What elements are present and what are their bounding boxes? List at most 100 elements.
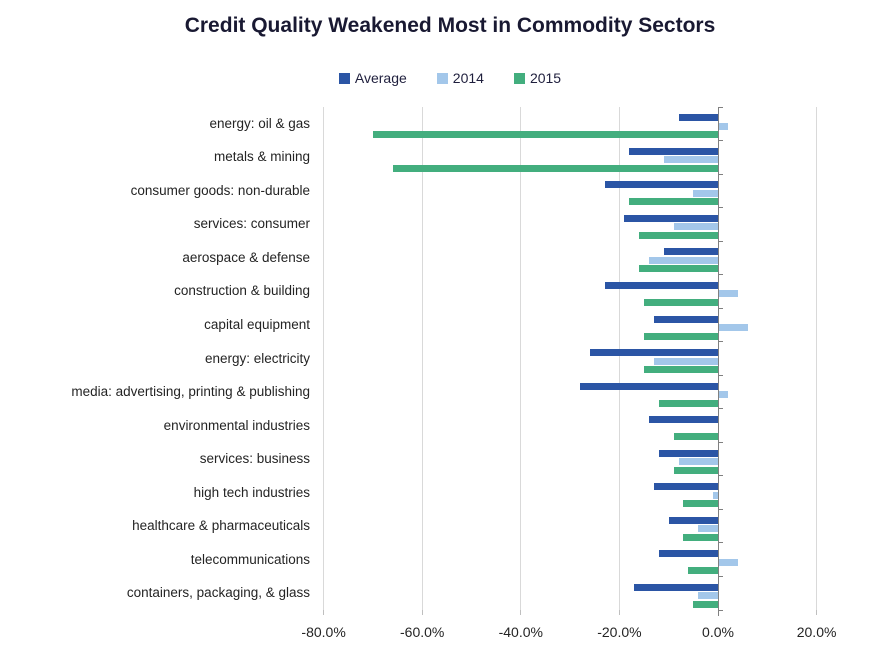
x-axis-tick-label: -60.0% xyxy=(400,624,445,640)
bar-2014-1 xyxy=(663,156,718,164)
category-label: energy: oil & gas xyxy=(209,115,310,131)
bar-2015-9 xyxy=(673,433,718,441)
category-axis-tick xyxy=(718,106,723,108)
x-axis-tick xyxy=(421,610,423,615)
bar-average-1 xyxy=(629,147,718,155)
category-axis-tick xyxy=(718,240,723,242)
legend-item-2014: 2014 xyxy=(436,70,484,86)
category-label: containers, packaging, & glass xyxy=(126,585,310,601)
bar-2014-12 xyxy=(698,525,718,533)
category-label: metals & mining xyxy=(213,149,310,165)
category-label: services: business xyxy=(199,451,310,467)
bar-2015-14 xyxy=(693,600,718,608)
x-axis-tick xyxy=(816,610,818,615)
bar-2014-5 xyxy=(718,290,739,298)
bar-2015-12 xyxy=(683,533,718,541)
bar-2014-11 xyxy=(713,491,718,499)
bar-2015-4 xyxy=(639,265,718,273)
bar-average-4 xyxy=(663,248,718,256)
bar-2014-14 xyxy=(698,592,718,600)
bar-2014-0 xyxy=(718,122,729,130)
category-axis-tick xyxy=(718,609,723,611)
x-axis-tick xyxy=(520,610,522,615)
legend-label: 2014 xyxy=(452,70,484,86)
bar-average-12 xyxy=(668,516,718,524)
legend-label: Average xyxy=(354,70,407,86)
bar-2015-6 xyxy=(644,332,718,340)
bar-2014-2 xyxy=(693,189,718,197)
chart-title: Credit Quality Weakened Most in Commodit… xyxy=(184,14,716,37)
category-label: environmental industries xyxy=(163,417,310,433)
bar-2015-3 xyxy=(639,231,718,239)
category-axis-tick xyxy=(718,408,723,410)
category-axis-tick xyxy=(718,441,723,443)
bar-2014-6 xyxy=(718,324,749,331)
bar-2015-5 xyxy=(644,298,718,306)
bar-2015-13 xyxy=(688,567,718,575)
bar-average-11 xyxy=(653,483,718,491)
bar-average-5 xyxy=(604,281,718,289)
legend-item-average: Average xyxy=(338,70,407,86)
bar-2015-8 xyxy=(658,399,718,407)
bar-2015-10 xyxy=(673,466,718,474)
x-axis-tick-label: -20.0% xyxy=(597,624,642,640)
category-axis-tick xyxy=(718,307,723,309)
category-label: aerospace & defense xyxy=(182,249,310,265)
bar-2015-11 xyxy=(683,500,718,508)
bar-average-9 xyxy=(648,416,718,424)
category-axis-tick xyxy=(718,475,723,477)
x-axis-tick xyxy=(618,610,620,615)
bar-2015-0 xyxy=(372,131,718,139)
bar-2014-3 xyxy=(673,223,718,231)
legend-label: 2015 xyxy=(529,70,562,86)
gridline xyxy=(816,107,818,610)
bar-average-6 xyxy=(653,315,718,323)
category-label: healthcare & pharmaceuticals xyxy=(132,518,310,534)
category-label: media: advertising, printing & publishin… xyxy=(71,384,310,400)
category-axis-tick xyxy=(718,542,723,544)
zero-axis-line xyxy=(717,107,719,616)
bar-average-2 xyxy=(604,181,718,189)
x-axis-tick-label: -80.0% xyxy=(301,624,346,640)
legend-item-2015: 2015 xyxy=(513,70,562,86)
category-label: high tech industries xyxy=(193,484,310,500)
x-axis-tick-label: -40.0% xyxy=(498,624,543,640)
x-axis-tick-label: 0.0% xyxy=(702,624,734,640)
category-label: construction & building xyxy=(174,283,310,299)
category-label: capital equipment xyxy=(204,316,310,332)
bar-average-10 xyxy=(658,449,718,457)
category-label: telecommunications xyxy=(190,551,310,567)
bar-average-8 xyxy=(579,382,718,390)
category-axis-tick xyxy=(718,374,723,376)
chart-legend: Average 2014 2015 xyxy=(20,70,880,86)
gridline xyxy=(323,107,325,610)
bar-2014-7 xyxy=(653,357,718,365)
bar-2015-7 xyxy=(644,366,718,374)
bar-2014-4 xyxy=(648,256,718,264)
bar-average-0 xyxy=(678,114,718,122)
x-axis-tick-label: 20.0% xyxy=(796,624,837,640)
legend-swatch-icon xyxy=(338,72,350,84)
category-label: services: consumer xyxy=(193,216,310,232)
bar-2014-8 xyxy=(718,391,729,399)
category-axis-tick xyxy=(718,207,723,209)
category-axis-tick xyxy=(718,575,723,577)
category-axis-tick xyxy=(718,341,723,343)
x-axis-tick xyxy=(323,610,325,615)
category-axis-tick xyxy=(718,274,723,276)
category-axis-tick xyxy=(718,140,723,142)
category-axis-tick xyxy=(718,508,723,510)
bar-2015-1 xyxy=(392,164,718,172)
gridline xyxy=(520,107,522,610)
bar-2014-13 xyxy=(718,558,739,566)
legend-swatch-icon xyxy=(513,72,525,84)
legend-swatch-icon xyxy=(436,72,448,84)
bar-average-13 xyxy=(658,550,718,558)
bar-average-3 xyxy=(624,214,718,222)
gridline xyxy=(618,107,620,610)
bar-2014-10 xyxy=(678,458,718,466)
bar-average-14 xyxy=(634,583,718,591)
bar-2015-2 xyxy=(629,198,718,206)
category-axis-tick xyxy=(718,173,723,175)
